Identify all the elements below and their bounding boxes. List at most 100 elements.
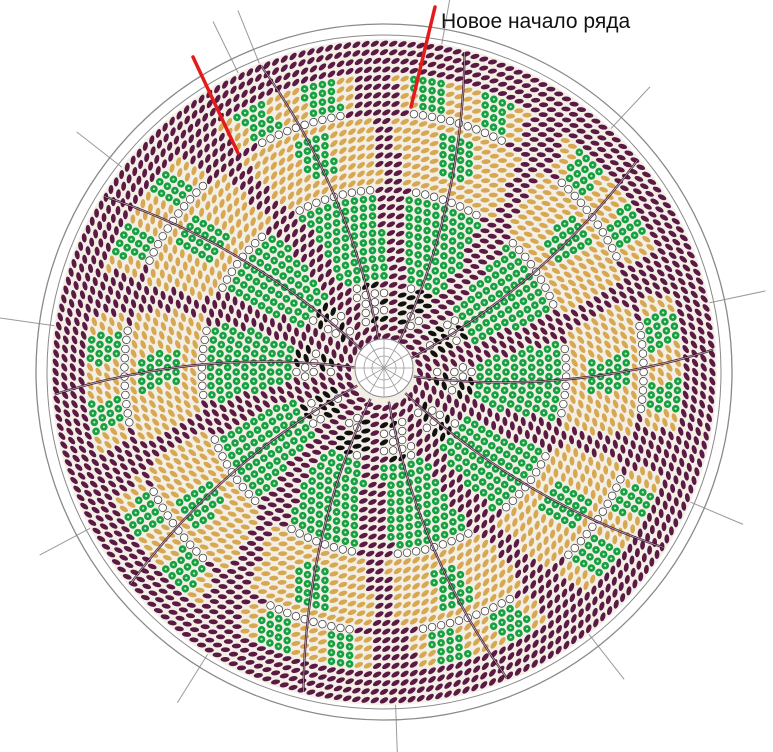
bead [395, 256, 405, 263]
bead-hole [192, 572, 196, 575]
bead [361, 463, 371, 470]
bead-hole [348, 662, 351, 666]
bead [330, 386, 338, 394]
bead-hole [335, 492, 338, 495]
bead-hole [160, 192, 163, 195]
bead-hole [260, 273, 264, 276]
bead-hole [528, 466, 531, 469]
bead-hole [433, 572, 436, 575]
bead-hole [477, 447, 480, 450]
bead-hole [335, 240, 338, 243]
bead [377, 482, 386, 489]
bead-hole [209, 226, 212, 230]
bead-hole [478, 375, 482, 378]
bead-hole [326, 224, 329, 228]
bead-hole [590, 370, 594, 374]
bead [475, 354, 483, 363]
bead-hole [122, 233, 125, 237]
guide-line [76, 131, 125, 170]
bead-hole [501, 398, 504, 401]
guide-line [608, 86, 651, 131]
bead-hole [425, 503, 429, 506]
bead-hole [590, 566, 593, 570]
bead-hole [339, 644, 342, 647]
bead-hole [588, 186, 592, 189]
bead-hole [425, 220, 429, 223]
bead [229, 409, 237, 417]
bead-hole [229, 338, 232, 342]
bead-hole [194, 561, 197, 564]
bead-hole [238, 450, 241, 453]
bead [243, 313, 249, 323]
bead-hole [541, 299, 544, 302]
bead-hole [310, 499, 313, 502]
bead-hole [280, 305, 283, 308]
bead-hole [185, 576, 188, 579]
bead [337, 301, 344, 311]
bead-hole [448, 648, 452, 651]
bead-hole [326, 526, 329, 529]
bead-hole [252, 420, 256, 423]
bead-hole [371, 240, 374, 244]
bead [441, 381, 447, 391]
bead-hole [484, 104, 487, 107]
bead-hole [488, 267, 491, 270]
bead-hole [503, 483, 506, 486]
bead [313, 327, 318, 338]
bead-hole [318, 228, 321, 231]
bead-hole [318, 513, 321, 516]
bead [446, 278, 456, 283]
bead-hole [526, 308, 529, 311]
bead [498, 425, 504, 435]
bead [329, 296, 336, 306]
bead [377, 508, 386, 515]
bead-hole [513, 457, 516, 460]
bead-hole [441, 162, 445, 165]
bead-hole [535, 407, 538, 410]
bead-hole [306, 600, 309, 604]
bead-hole [557, 484, 560, 487]
bead-hole [279, 253, 283, 256]
bead-hole [338, 456, 342, 459]
bead [423, 412, 429, 422]
bead-hole [532, 458, 536, 461]
bead [293, 248, 299, 258]
bead-hole [260, 468, 264, 471]
bead [331, 329, 340, 338]
bead [513, 137, 523, 143]
bead-hole [309, 528, 312, 531]
bead-hole [221, 334, 225, 337]
bead-hole [470, 330, 473, 334]
bead-hole [399, 491, 402, 495]
bead-hole [459, 573, 462, 576]
bead [388, 299, 398, 306]
bead-hole [574, 183, 578, 186]
bead-hole [442, 446, 445, 449]
bead-hole [218, 352, 222, 355]
bead [370, 464, 380, 471]
bead-hole [235, 116, 239, 119]
bead-hole [263, 347, 266, 351]
guide-line [706, 290, 766, 304]
bead-hole [154, 510, 157, 514]
bead-hole [599, 384, 602, 387]
bead [235, 395, 243, 404]
bead [481, 498, 488, 508]
bead-hole [315, 576, 318, 579]
bead [243, 391, 251, 399]
bead [274, 331, 280, 341]
bead-hole [286, 621, 289, 624]
bead-hole [306, 591, 309, 595]
bead-hole [511, 393, 514, 397]
bead-hole [347, 281, 350, 284]
bead-hole [297, 283, 300, 287]
bead-hole [529, 446, 533, 449]
bead-hole [517, 407, 520, 410]
bead-hole [149, 366, 152, 369]
bead-hole [330, 633, 333, 637]
bead [335, 445, 345, 451]
bead-hole [371, 258, 374, 261]
bead-hole [133, 250, 136, 253]
bead-hole [344, 513, 347, 516]
bead [350, 390, 360, 397]
